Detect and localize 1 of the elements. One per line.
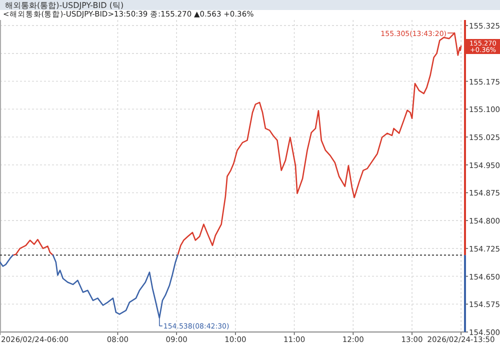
chart-title: 해외통화(통합)-USDJPY-BID (틱) [5,1,124,10]
